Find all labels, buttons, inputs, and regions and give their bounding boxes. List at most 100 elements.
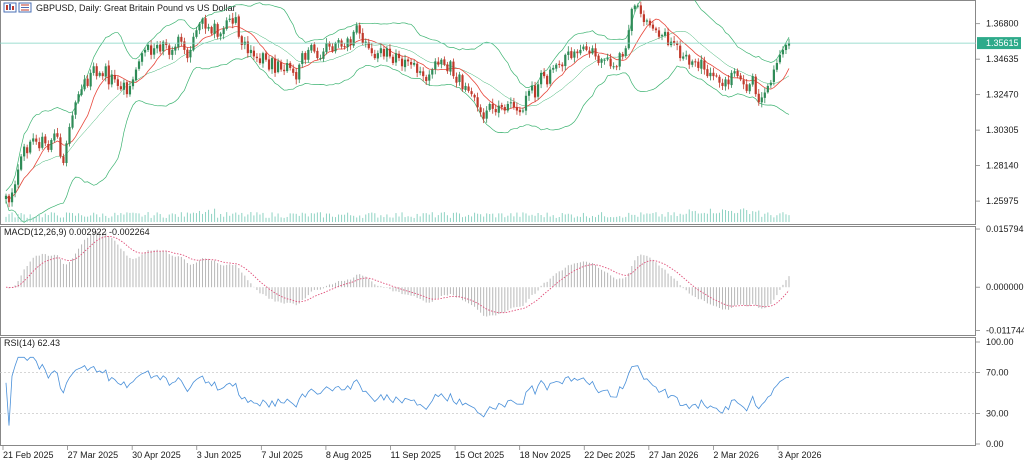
volume-bar: [359, 215, 361, 222]
volume-bar: [102, 213, 104, 222]
volume-bar: [59, 217, 61, 222]
volume-bar: [407, 216, 409, 222]
volume-bar: [253, 215, 255, 222]
candle-body: [189, 49, 192, 58]
volume-bar: [643, 214, 645, 222]
volume-bar: [138, 213, 140, 222]
candle-body: [781, 49, 785, 55]
toggle-icon[interactable]: [18, 2, 32, 13]
y-tick-label: 1.32470: [986, 90, 1019, 100]
volume-bar: [616, 216, 618, 222]
volume-bar: [440, 212, 442, 222]
candle-body: [16, 169, 20, 185]
volume-bar: [785, 214, 787, 222]
macd-pane[interactable]: [0, 226, 976, 336]
volume-bar: [495, 217, 497, 222]
volume-bar: [649, 213, 651, 222]
volume-bar: [383, 217, 385, 222]
volume-bar: [235, 212, 237, 222]
volume-bar: [289, 213, 291, 222]
x-tick-label: 22 Dec 2025: [584, 450, 635, 460]
volume-bar: [667, 212, 669, 222]
volume-bar: [350, 215, 352, 222]
volume-bar: [531, 214, 533, 222]
volume-bar: [177, 216, 179, 222]
volume-bar: [688, 209, 690, 222]
volume-bar: [664, 216, 666, 222]
candle-body: [721, 82, 724, 86]
volume-bar: [758, 210, 760, 222]
candle-body: [228, 18, 231, 20]
volume-bar: [35, 216, 37, 222]
volume-bar: [41, 217, 43, 222]
candle-body: [131, 79, 135, 87]
volume-bar: [737, 212, 739, 222]
volume-bar: [552, 215, 554, 222]
candle-body: [603, 59, 606, 61]
candle-body: [165, 42, 168, 45]
volume-bar: [483, 216, 485, 222]
candle-body: [410, 62, 413, 65]
volume-bar: [504, 217, 506, 222]
volume-bar: [247, 214, 249, 222]
candle-body: [26, 147, 29, 154]
chart-icon[interactable]: [3, 2, 17, 13]
volume-bar: [229, 215, 231, 222]
volume-bar: [325, 213, 327, 222]
main-pane[interactable]: [0, 0, 976, 225]
candle-body: [249, 49, 252, 54]
volume-bar: [700, 213, 702, 222]
volume-bar: [50, 212, 52, 222]
volume-bar: [271, 212, 273, 222]
candle-body: [536, 84, 540, 97]
volume-bar: [661, 214, 663, 222]
candle-body: [23, 146, 26, 157]
volume-bar: [731, 210, 733, 222]
y-tick-label: 1.36800: [986, 19, 1019, 29]
volume-bar: [168, 214, 170, 222]
volume-bar: [341, 214, 343, 222]
volume-bar: [673, 212, 675, 222]
x-tick-label: 2 Mar 2026: [713, 450, 759, 460]
bollinger-lower-line: [5, 56, 790, 223]
volume-bar: [703, 212, 705, 222]
candle-body: [651, 24, 655, 29]
candle-body: [44, 136, 47, 144]
volume-bar: [241, 212, 243, 222]
candle-body: [588, 50, 591, 54]
volume-bar: [431, 212, 433, 222]
volume-bar: [652, 213, 654, 222]
candle-body: [742, 80, 745, 85]
volume-bar: [365, 214, 367, 222]
macd-signal-line: [5, 236, 790, 314]
volume-bar: [576, 216, 578, 222]
candle-body: [573, 51, 576, 58]
volume-bar: [280, 217, 282, 222]
volume-bar: [328, 213, 330, 222]
y-tick-label: 1.25975: [986, 196, 1019, 206]
volume-bar: [537, 213, 539, 222]
candle-body: [413, 63, 416, 65]
candle-body: [682, 56, 685, 59]
candle-body: [195, 30, 198, 37]
volume-bar: [111, 216, 113, 222]
candle-body: [443, 59, 446, 65]
candle-body: [13, 184, 17, 194]
candle-body: [778, 54, 782, 63]
volume-bar: [75, 215, 77, 222]
candle-body: [766, 85, 769, 93]
macd-tick-label: 0.000000: [986, 282, 1024, 292]
candle-body: [364, 41, 367, 43]
candle-body: [422, 71, 425, 77]
volume-bar: [156, 212, 158, 222]
candle-body: [59, 137, 62, 157]
candle-body: [186, 49, 189, 59]
candle-body: [316, 50, 319, 59]
volume-bar: [471, 216, 473, 222]
candle-body: [615, 66, 618, 68]
candle-body: [119, 86, 122, 90]
volume-bar: [437, 215, 439, 222]
rsi-pane[interactable]: [0, 337, 976, 446]
candle-body: [116, 79, 119, 86]
volume-bar: [174, 214, 176, 222]
